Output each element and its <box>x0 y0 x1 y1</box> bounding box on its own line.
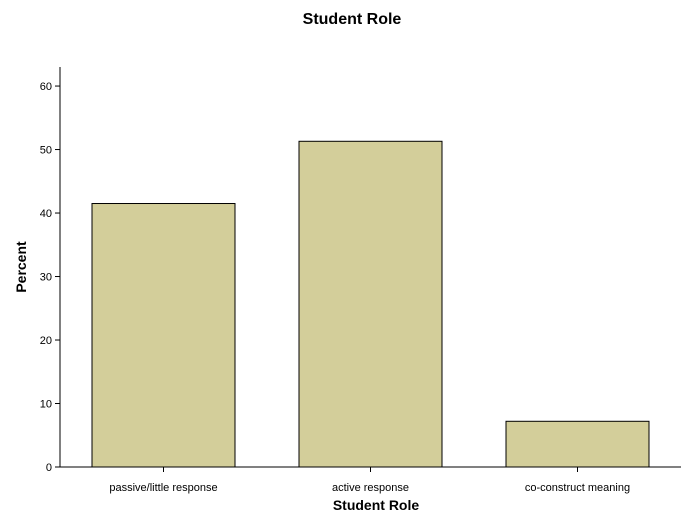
y-tick-label: 0 <box>46 462 52 474</box>
bar <box>505 420 650 468</box>
x-category-label: active response <box>332 482 409 494</box>
bar <box>91 203 236 468</box>
y-tick-label: 20 <box>40 335 52 347</box>
y-tick-label: 60 <box>40 81 52 93</box>
bars-group <box>91 140 650 468</box>
x-category-label: passive/little response <box>109 482 217 494</box>
y-axis-title: Percent <box>13 241 29 293</box>
chart-title: Student Role <box>303 11 402 28</box>
x-axis-title: Student Role <box>333 497 420 513</box>
y-tick-label: 40 <box>40 208 52 220</box>
bar <box>298 140 443 468</box>
y-axis: 0 10 20 30 40 50 60 <box>40 67 61 474</box>
y-tick-label: 30 <box>40 272 52 284</box>
y-tick-label: 50 <box>40 145 52 157</box>
x-axis: passive/little response active response co… <box>60 466 681 494</box>
x-category-label: co-construct meaning <box>525 482 630 494</box>
y-tick-label: 10 <box>40 399 52 411</box>
